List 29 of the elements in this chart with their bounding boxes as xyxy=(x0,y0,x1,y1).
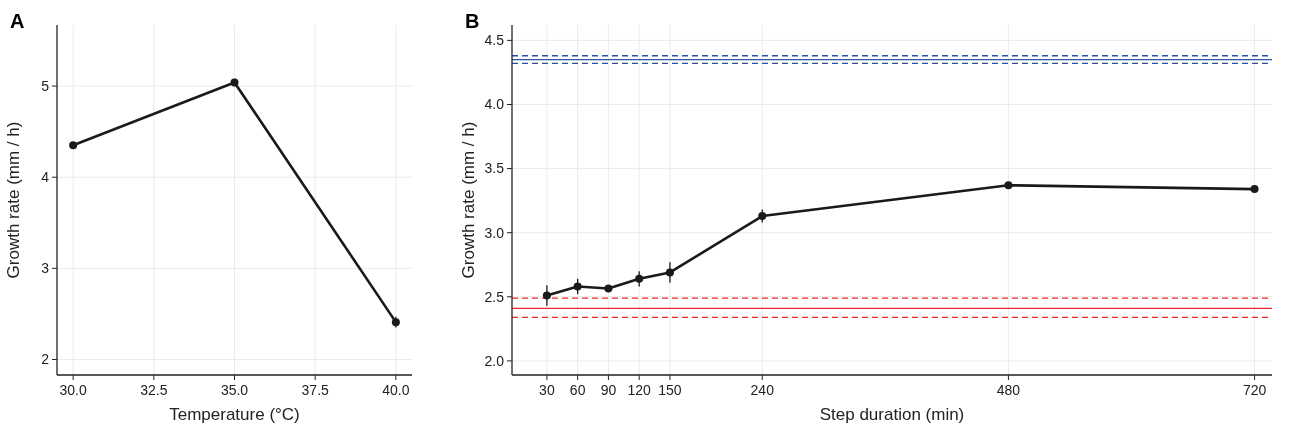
chart-title: B xyxy=(465,10,480,32)
y-tick-label: 2.5 xyxy=(484,288,505,305)
y-tick-label: 5 xyxy=(41,77,50,94)
x-tick-label: 480 xyxy=(996,382,1021,398)
chart-title: A xyxy=(10,10,25,32)
x-tick-label: 90 xyxy=(600,382,617,398)
x-axis-title: Step duration (min) xyxy=(819,405,965,424)
x-tick-label: 60 xyxy=(569,382,586,398)
y-tick-label: 3.0 xyxy=(484,224,505,241)
x-tick-label: 240 xyxy=(750,382,775,398)
x-axis-title: Temperature (°C) xyxy=(169,405,300,424)
y-tick-label: 2.0 xyxy=(484,352,505,369)
x-tick-label: 120 xyxy=(627,382,652,398)
x-tick-label: 30.0 xyxy=(59,382,87,398)
y-tick-label: 4.5 xyxy=(484,32,505,49)
x-tick-label: 35.0 xyxy=(220,382,249,398)
x-tick-label: 37.5 xyxy=(301,382,330,398)
y-tick-label: 2 xyxy=(41,351,50,368)
x-tick-label: 150 xyxy=(658,382,682,398)
x-tick-label: 30 xyxy=(539,382,555,398)
x-tick-label: 32.5 xyxy=(140,382,168,398)
y-axis-title: Growth rate (mm / h) xyxy=(4,121,23,279)
y-tick-label: 4.0 xyxy=(484,96,505,113)
x-tick-label: 40.0 xyxy=(382,382,410,398)
y-tick-label: 4 xyxy=(41,169,50,186)
y-tick-label: 3.5 xyxy=(484,160,505,177)
x-tick-label: 720 xyxy=(1242,382,1267,398)
y-axis-title: Growth rate (mm / h) xyxy=(459,121,478,279)
y-tick-label: 3 xyxy=(41,260,50,277)
